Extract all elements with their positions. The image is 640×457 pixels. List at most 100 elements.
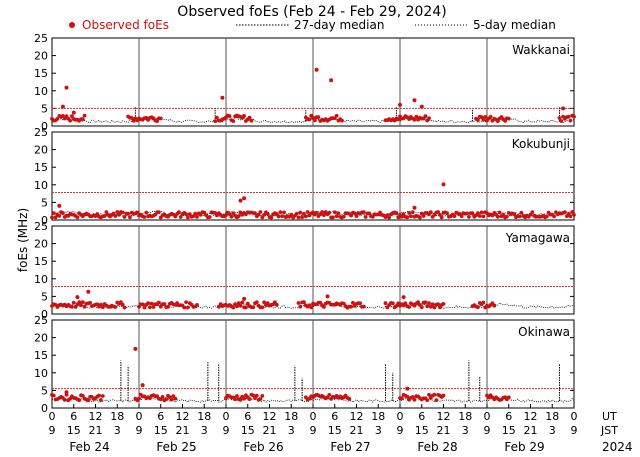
y-tick-label: 5 (41, 384, 48, 397)
y-tick-label: 20 (34, 332, 48, 345)
y-tick-label: 0 (41, 120, 48, 133)
observed-point (416, 300, 420, 305)
observed-point (544, 214, 549, 219)
observed-point (445, 211, 449, 216)
observed-point (70, 304, 74, 309)
observed-point (490, 213, 495, 218)
observed-point (71, 300, 76, 305)
observed-point (481, 118, 486, 122)
observed-point (434, 398, 439, 402)
day-label: Feb 25 (156, 440, 196, 454)
observed-point (148, 305, 152, 310)
observed-point (99, 302, 103, 307)
x-tick-label-jst: 21 (89, 424, 103, 437)
observed-point (253, 211, 257, 216)
observed-point (177, 210, 181, 215)
observed-point (157, 210, 161, 215)
observed-point (394, 211, 399, 215)
observed-point (55, 117, 60, 121)
x-tick-label-ut: 18 (545, 410, 559, 423)
observed-point (358, 301, 362, 306)
x-tick-label-ut: 18 (284, 410, 298, 423)
y-tick-label: 5 (41, 196, 48, 209)
y-tick-label: 15 (34, 255, 48, 268)
observed-point (120, 210, 125, 215)
legend-observed-label: Observed foEs (82, 18, 169, 32)
x-tick-label-ut: 6 (418, 410, 425, 423)
observed-point (117, 212, 121, 217)
x-tick-label-ut: 12 (263, 410, 277, 423)
observed-point (104, 210, 109, 215)
station-name: Yamagawa (505, 231, 570, 245)
observed-point (142, 215, 147, 219)
observed-point (207, 215, 212, 219)
observed-point (51, 211, 56, 216)
x-tick-label-jst: 3 (114, 424, 121, 437)
observed-point (436, 302, 440, 307)
x-tick-label-ut: 12 (524, 410, 538, 423)
observed-point (254, 393, 259, 398)
observed-point (187, 212, 192, 217)
observed-point (414, 114, 419, 119)
x-tick-label-ut: 6 (505, 410, 512, 423)
observed-point (227, 114, 232, 118)
observed-point (354, 214, 359, 219)
observed-point (361, 210, 366, 215)
observed-point (62, 398, 67, 402)
observed-point (186, 305, 190, 310)
y-tick-label: 10 (34, 273, 48, 286)
observed-point (99, 398, 103, 402)
observed-point (86, 289, 91, 294)
observed-point (135, 210, 140, 215)
observed-point (320, 210, 324, 214)
observed-point (195, 215, 199, 219)
observed-point (195, 303, 199, 307)
observed-point (322, 305, 326, 309)
observed-point (142, 305, 147, 310)
observed-point (178, 215, 183, 219)
observed-point (88, 300, 92, 305)
y-tick-label: 0 (41, 214, 48, 227)
observed-point (164, 397, 169, 402)
observed-point (496, 214, 500, 219)
observed-point (182, 305, 187, 310)
panels: 0 5 10 15 20 25 Wakkanai 0 5 10 15 20 25 Kokubunji 0 5 1… (34, 32, 576, 415)
observed-point (403, 301, 408, 306)
panel-okinawa: 0 5 10 15 20 25 Okinawa (34, 314, 575, 415)
x-tick-label-jst: 3 (201, 424, 208, 437)
observed-point (351, 300, 355, 305)
observed-point (309, 305, 314, 310)
observed-point (95, 212, 100, 216)
observed-point (296, 301, 301, 305)
observed-point (481, 300, 486, 305)
observed-point (231, 119, 236, 123)
observed-point (236, 214, 241, 219)
observed-point (470, 211, 475, 216)
observed-point (296, 215, 301, 220)
observed-point (186, 215, 190, 220)
observed-point (476, 117, 480, 122)
observed-point (492, 303, 497, 308)
observed-point (160, 395, 165, 399)
observed-point (269, 215, 274, 220)
observed-point (238, 303, 243, 308)
day-label: Feb 26 (243, 440, 283, 454)
observed-point (155, 119, 160, 123)
observed-point (479, 115, 484, 120)
observed-point (244, 305, 248, 310)
observed-point (242, 296, 247, 301)
observed-point (568, 214, 573, 219)
observed-point (387, 215, 391, 220)
x-tick-label-ut: 0 (484, 410, 491, 423)
observed-point (254, 300, 259, 305)
x-tick-label-ut: 0 (397, 410, 404, 423)
x-tick-label-jst: 21 (524, 424, 538, 437)
observed-point (432, 392, 437, 397)
observed-point (425, 398, 430, 402)
observed-point (412, 117, 417, 122)
x-tick-label-jst: 9 (397, 424, 404, 437)
legend-27day-label: 27-day median (294, 18, 384, 32)
observed-point (459, 214, 464, 219)
observed-point (242, 196, 247, 201)
observed-point (70, 114, 74, 118)
